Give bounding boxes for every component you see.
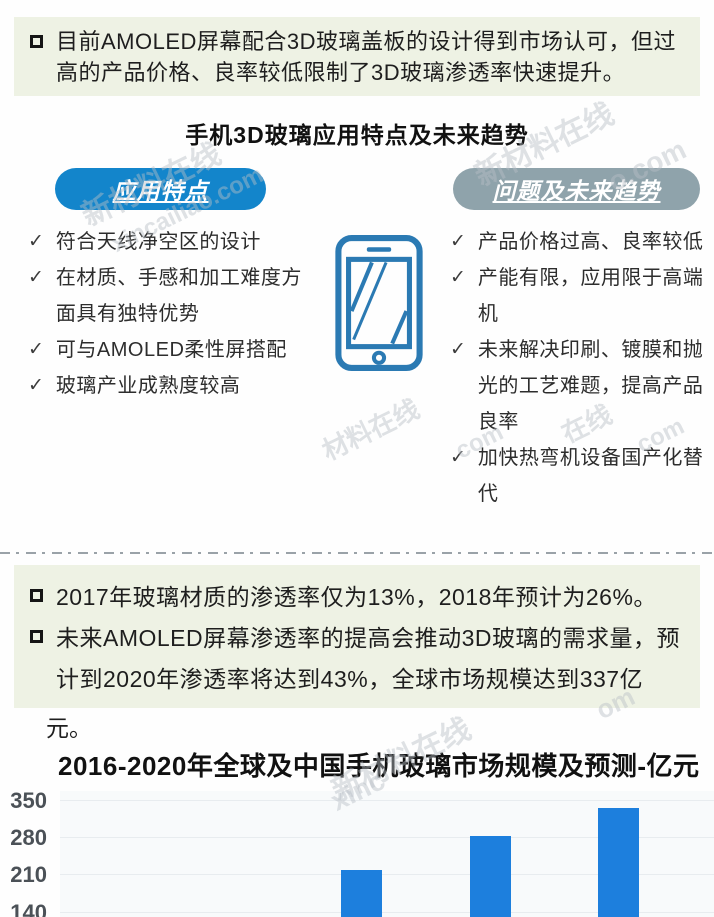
- feature-item-text: 产能有限，应用限于高端机: [477, 267, 704, 325]
- feature-item: ✓ 可与AMOLED柔性屏搭配: [28, 332, 320, 368]
- overflow-text: 元。: [46, 715, 92, 741]
- feature-item-text: 加快热弯机设备国产化替代: [477, 447, 704, 505]
- feature-item: ✓ 符合天线净空区的设计: [28, 224, 320, 260]
- feature-item: ✓ 玻璃产业成熟度较高: [28, 368, 320, 404]
- dashed-divider: [0, 551, 714, 554]
- feature-item: ✓ 在材质、手感和加工难度方面具有独特优势: [28, 260, 320, 332]
- feature-item-text: 玻璃产业成熟度较高: [55, 375, 241, 397]
- check-icon: ✓: [28, 267, 44, 288]
- feature-item: ✓ 产品价格过高、良率较低: [450, 224, 710, 260]
- section-title: 手机3D玻璃应用特点及未来趋势: [185, 122, 529, 148]
- check-icon: ✓: [450, 447, 466, 468]
- feature-item-text: 可与AMOLED柔性屏搭配: [55, 339, 287, 361]
- top-note-text: 目前AMOLED屏幕配合3D玻璃盖板的设计得到市场认可，但过高的产品价格、良率较…: [56, 29, 677, 85]
- feature-list-right: ✓ 产品价格过高、良率较低 ✓ 产能有限，应用限于高端机 ✓ 未来解决印刷、镀膜和抛光的工…: [450, 224, 710, 512]
- y-tick-label: 210: [10, 862, 47, 888]
- smartphone-icon-svg: [335, 235, 423, 371]
- y-tick-label: 350: [10, 788, 47, 813]
- bar-group: [341, 870, 432, 917]
- square-bullet-icon: [30, 589, 43, 602]
- y-tick-label: 140: [10, 899, 47, 917]
- top-note: 目前AMOLED屏幕配合3D玻璃盖板的设计得到市场认可，但过高的产品价格、良率较…: [14, 17, 700, 96]
- check-icon: ✓: [450, 267, 466, 288]
- feature-item-text: 未来解决印刷、镀膜和抛光的工艺难题，提高产品良率: [477, 339, 704, 433]
- bullet-row: 未来AMOLED屏幕渗透率的提高会推动3D玻璃的需求量，预计到2020年渗透率将…: [30, 618, 684, 700]
- feature-columns: ✓ 符合天线净空区的设计 ✓ 在材质、手感和加工难度方面具有独特优势 ✓ 可与AMOLED…: [28, 224, 710, 512]
- gridline: [60, 874, 714, 876]
- gridline: [60, 837, 714, 839]
- feature-item-text: 产品价格过高、良率较低: [477, 231, 704, 253]
- smartphone-icon: [320, 224, 438, 512]
- check-icon: ✓: [450, 231, 466, 252]
- check-icon: ✓: [28, 231, 44, 252]
- y-axis: 070140210280350: [0, 788, 60, 917]
- bar-chart: 070140210280350 201620172018E2019E2020E: [0, 788, 714, 917]
- check-icon: ✓: [28, 375, 44, 396]
- plot-column: 201620172018E2019E2020E: [60, 791, 714, 917]
- bar-series-0: [598, 807, 640, 917]
- check-icon: ✓: [28, 339, 44, 360]
- badge-application-features: 应用特点: [55, 168, 266, 210]
- bullet-row: 目前AMOLED屏幕配合3D玻璃盖板的设计得到市场认可，但过高的产品价格、良率较…: [30, 26, 684, 88]
- feature-list-left: ✓ 符合天线净空区的设计 ✓ 在材质、手感和加工难度方面具有独特优势 ✓ 可与AMOLED…: [28, 224, 320, 512]
- plot-area: [60, 791, 714, 917]
- bar-series-0: [341, 870, 383, 917]
- feature-item: ✓ 未来解决印刷、镀膜和抛光的工艺难题，提高产品良率: [450, 332, 710, 440]
- gridline: [60, 911, 714, 913]
- chart-title: 2016-2020年全球及中国手机玻璃市场规模及预测-亿元: [58, 751, 700, 781]
- feature-item: ✓ 加快热弯机设备国产化替代: [450, 440, 710, 512]
- y-tick-label: 280: [10, 825, 47, 851]
- badge-problems-trends: 问题及未来趋势: [453, 168, 700, 210]
- feature-item-text: 在材质、手感和加工难度方面具有独特优势: [55, 267, 302, 325]
- bar-group: [598, 807, 689, 917]
- badge-row: 应用特点 问题及未来趋势: [55, 168, 700, 210]
- feature-item-text: 符合天线净空区的设计: [55, 231, 261, 253]
- check-icon: ✓: [450, 339, 466, 360]
- feature-item: ✓ 产能有限，应用限于高端机: [450, 260, 710, 332]
- bar-series-0: [469, 835, 511, 917]
- square-bullet-icon: [30, 35, 43, 48]
- bullet-row: 2017年玻璃材质的渗透率仅为13%，2018年预计为26%。: [30, 577, 684, 618]
- bar-groups: [60, 791, 714, 917]
- bullet-text: 2017年玻璃材质的渗透率仅为13%，2018年预计为26%。: [56, 584, 657, 610]
- bar-group: [469, 835, 561, 917]
- badge-application-features-label: 应用特点: [112, 178, 209, 204]
- badge-problems-trends-label: 问题及未来趋势: [492, 178, 661, 204]
- mid-note: 2017年玻璃材质的渗透率仅为13%，2018年预计为26%。未来AMOLED屏…: [14, 565, 700, 708]
- gridline: [60, 800, 714, 801]
- square-bullet-icon: [30, 630, 43, 643]
- bullet-text: 未来AMOLED屏幕渗透率的提高会推动3D玻璃的需求量，预计到2020年渗透率将…: [56, 625, 681, 692]
